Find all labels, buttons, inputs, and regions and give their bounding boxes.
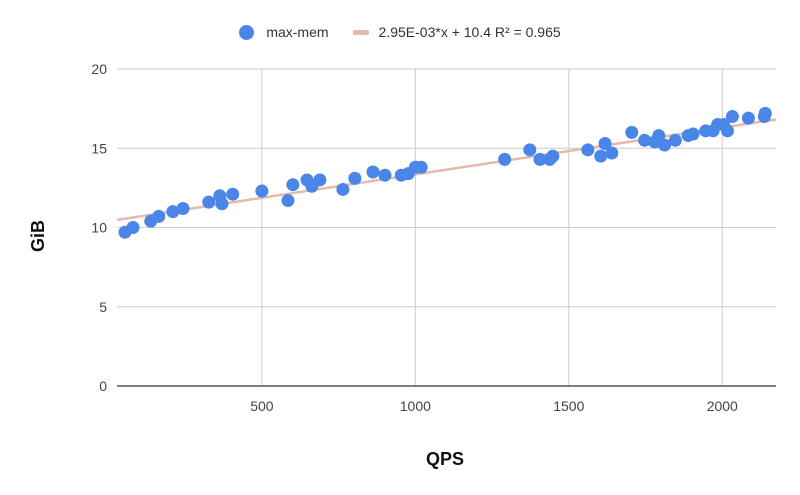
data-point[interactable] xyxy=(152,209,166,223)
data-point[interactable] xyxy=(605,146,619,160)
data-point[interactable] xyxy=(741,111,755,125)
legend-item-max-mem[interactable]: max-mem xyxy=(239,24,329,40)
chart-legend: max-mem 2.95E-03*x + 10.4 R² = 0.965 xyxy=(0,24,800,40)
data-point[interactable] xyxy=(226,187,240,201)
data-point[interactable] xyxy=(215,197,229,211)
axes: 0 5 10 15 20 500 1000 1500 2000 xyxy=(91,61,776,414)
data-point[interactable] xyxy=(348,171,362,185)
data-point[interactable] xyxy=(546,149,560,163)
data-point[interactable] xyxy=(598,136,612,150)
data-point[interactable] xyxy=(202,195,216,209)
data-point[interactable] xyxy=(581,143,595,157)
data-point[interactable] xyxy=(286,178,300,192)
data-point[interactable] xyxy=(523,143,537,157)
gridlines xyxy=(117,68,776,386)
data-point[interactable] xyxy=(652,129,666,143)
data-point[interactable] xyxy=(336,182,350,196)
data-point[interactable] xyxy=(313,173,327,187)
data-point[interactable] xyxy=(533,152,547,166)
data-point[interactable] xyxy=(625,125,639,139)
data-point[interactable] xyxy=(281,194,295,208)
data-point[interactable] xyxy=(378,168,392,182)
legend-line-icon xyxy=(352,29,369,35)
data-point[interactable] xyxy=(594,149,608,163)
data-point[interactable] xyxy=(498,152,512,166)
data-point[interactable] xyxy=(668,133,682,147)
data-points xyxy=(118,106,772,239)
data-point[interactable] xyxy=(414,160,428,174)
legend-label: max-mem xyxy=(266,24,329,40)
x-axis-title: QPS xyxy=(426,449,464,469)
data-point[interactable] xyxy=(725,110,739,124)
data-point[interactable] xyxy=(255,184,269,198)
x-tick-label: 1000 xyxy=(400,398,431,414)
x-tick-label: 1500 xyxy=(553,398,584,414)
legend-dot-icon xyxy=(239,24,255,40)
data-point[interactable] xyxy=(721,124,735,138)
y-tick-label: 10 xyxy=(91,220,107,236)
data-point[interactable] xyxy=(176,201,190,215)
x-tick-label: 2000 xyxy=(707,398,738,414)
y-tick-label: 0 xyxy=(99,378,107,394)
legend-label: 2.95E-03*x + 10.4 R² = 0.965 xyxy=(378,24,561,40)
data-point[interactable] xyxy=(686,127,700,141)
y-tick-label: 20 xyxy=(91,61,107,77)
y-axis-title: GiB xyxy=(28,220,48,252)
data-point[interactable] xyxy=(126,221,140,234)
data-point[interactable] xyxy=(658,138,672,152)
y-tick-label: 15 xyxy=(91,140,107,156)
y-tick-label: 5 xyxy=(99,299,107,315)
data-point[interactable] xyxy=(758,106,772,120)
data-point[interactable] xyxy=(366,165,380,179)
data-point[interactable] xyxy=(166,205,180,219)
legend-item-trendline[interactable]: 2.95E-03*x + 10.4 R² = 0.965 xyxy=(352,24,561,40)
x-tick-label: 500 xyxy=(250,398,274,414)
data-point[interactable] xyxy=(638,133,652,147)
